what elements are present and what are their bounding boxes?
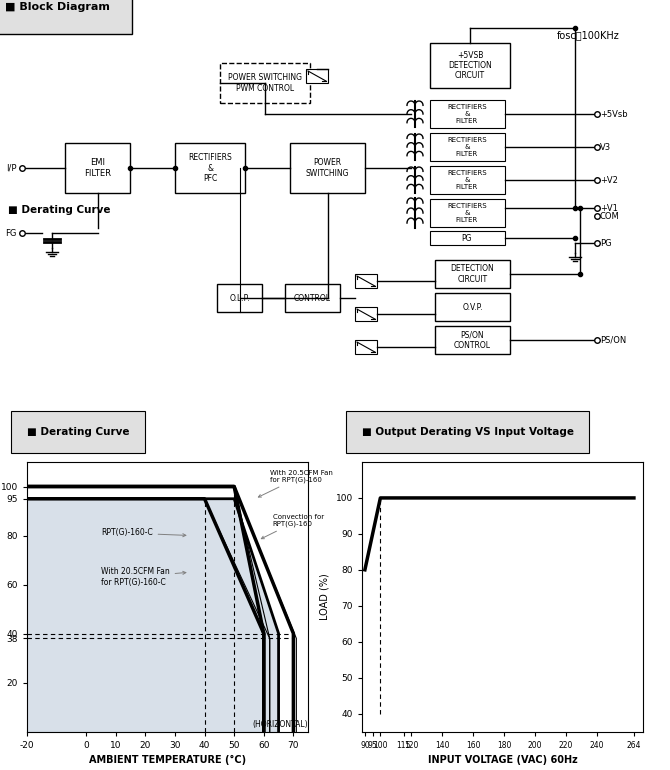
Text: EMI
FILTER: EMI FILTER bbox=[84, 159, 111, 178]
Text: O.L.P.: O.L.P. bbox=[229, 293, 250, 303]
Text: RECTIFIERS
&
PFC: RECTIFIERS & PFC bbox=[188, 153, 232, 183]
Bar bbox=[430, 43, 510, 88]
Text: Convection for
RPT(G)-160: Convection for RPT(G)-160 bbox=[261, 514, 324, 539]
Text: V3: V3 bbox=[600, 142, 611, 152]
Text: FG: FG bbox=[5, 229, 17, 238]
Text: ■ Output Derating VS Input Voltage: ■ Output Derating VS Input Voltage bbox=[362, 427, 574, 437]
Bar bbox=[355, 340, 377, 354]
Bar bbox=[220, 63, 310, 103]
Text: fosc：100KHz: fosc：100KHz bbox=[557, 30, 620, 40]
Text: (HORIZONTAL): (HORIZONTAL) bbox=[253, 720, 308, 728]
Bar bbox=[285, 284, 340, 312]
Bar bbox=[430, 133, 505, 161]
X-axis label: AMBIENT TEMPERATURE (°C): AMBIENT TEMPERATURE (°C) bbox=[89, 755, 246, 765]
Text: +5VSB
DETECTION
CIRCUIT: +5VSB DETECTION CIRCUIT bbox=[448, 51, 492, 80]
Bar bbox=[290, 143, 365, 193]
Bar bbox=[430, 231, 505, 245]
Bar bbox=[430, 166, 505, 194]
Text: O.V.P.: O.V.P. bbox=[462, 303, 483, 312]
Y-axis label: LOAD (%): LOAD (%) bbox=[320, 574, 330, 620]
Text: PG: PG bbox=[462, 233, 472, 243]
Text: RECTIFIERS
&
FILTER: RECTIFIERS & FILTER bbox=[447, 137, 487, 157]
Text: ■ Derating Curve: ■ Derating Curve bbox=[27, 427, 129, 437]
Text: +5Vsb: +5Vsb bbox=[600, 109, 628, 119]
Text: ■ Block Diagram: ■ Block Diagram bbox=[5, 2, 110, 12]
Text: With 20.5CFM Fan
for RPT(G)-160: With 20.5CFM Fan for RPT(G)-160 bbox=[259, 470, 332, 497]
Bar bbox=[430, 199, 505, 227]
Text: DETECTION
CIRCUIT: DETECTION CIRCUIT bbox=[451, 264, 494, 284]
Bar bbox=[306, 69, 328, 83]
Bar bbox=[435, 293, 510, 321]
Text: CONTROL: CONTROL bbox=[294, 293, 331, 303]
Text: POWER SWITCHING
PWM CONTROL: POWER SWITCHING PWM CONTROL bbox=[228, 73, 302, 92]
Bar bbox=[435, 260, 510, 288]
Polygon shape bbox=[27, 499, 279, 732]
Text: PS/ON
CONTROL: PS/ON CONTROL bbox=[454, 330, 491, 350]
Text: With 20.5CFM Fan
for RPT(G)-160-C: With 20.5CFM Fan for RPT(G)-160-C bbox=[101, 567, 186, 587]
Text: COM: COM bbox=[600, 212, 620, 220]
Text: POWER
SWITCHING: POWER SWITCHING bbox=[306, 159, 349, 178]
Bar bbox=[65, 143, 130, 193]
Bar bbox=[217, 284, 262, 312]
Text: +V1: +V1 bbox=[600, 203, 618, 213]
Text: I/P: I/P bbox=[7, 163, 17, 172]
Text: RECTIFIERS
&
FILTER: RECTIFIERS & FILTER bbox=[447, 170, 487, 190]
Bar bbox=[435, 326, 510, 354]
Text: RECTIFIERS
&
FILTER: RECTIFIERS & FILTER bbox=[447, 104, 487, 124]
X-axis label: INPUT VOLTAGE (VAC) 60Hz: INPUT VOLTAGE (VAC) 60Hz bbox=[427, 755, 578, 765]
Bar bbox=[355, 307, 377, 321]
Text: +V2: +V2 bbox=[600, 176, 618, 185]
Text: PG: PG bbox=[600, 239, 612, 248]
Bar bbox=[355, 274, 377, 288]
Text: ■ Derating Curve: ■ Derating Curve bbox=[8, 205, 111, 215]
Text: RECTIFIERS
&
FILTER: RECTIFIERS & FILTER bbox=[447, 203, 487, 223]
Bar bbox=[430, 100, 505, 128]
Text: RPT(G)-160-C: RPT(G)-160-C bbox=[101, 528, 186, 537]
Bar bbox=[175, 143, 245, 193]
Text: PS/ON: PS/ON bbox=[600, 336, 626, 345]
